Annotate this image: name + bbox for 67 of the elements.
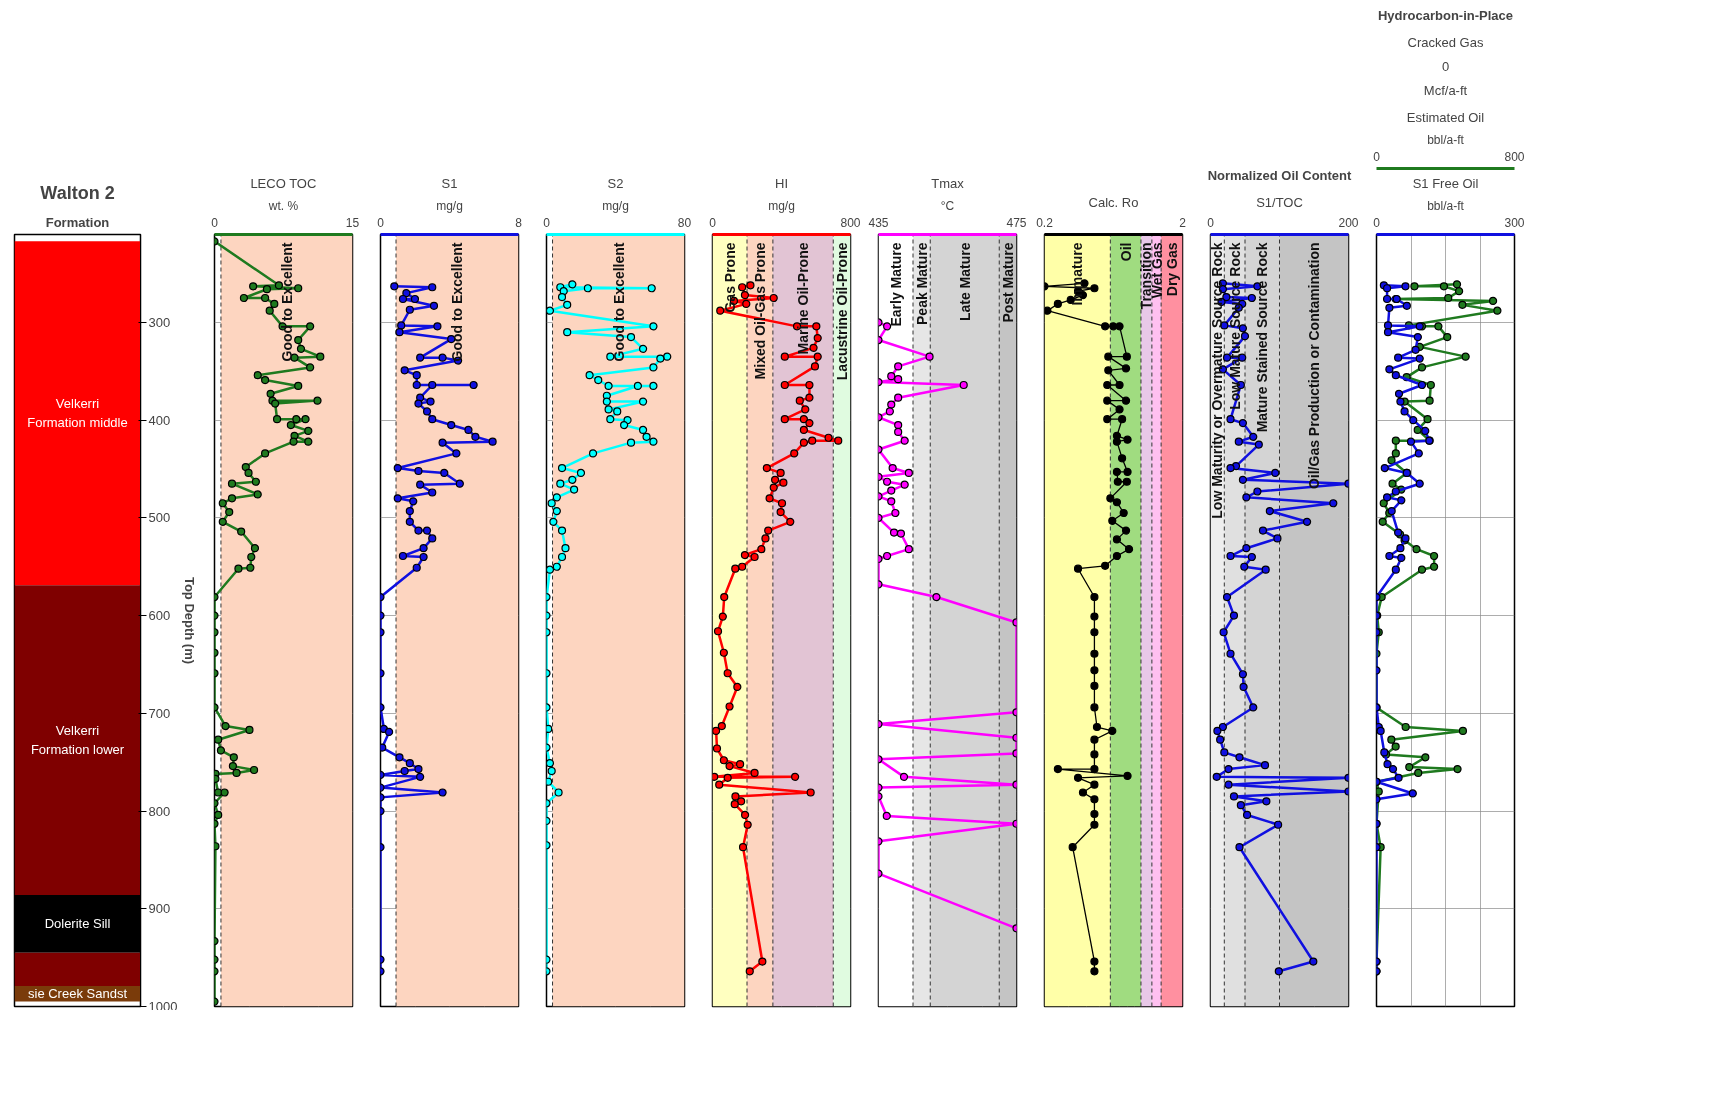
y-tick-label: 400 [148, 412, 171, 428]
x-axis-title: S1 [441, 175, 458, 191]
y-tick-label: 700 [148, 705, 171, 721]
x-axis-title: HI [775, 175, 788, 191]
series-label: sie Creek Sandst [28, 986, 128, 1002]
y-tick-label: 800 [148, 803, 171, 819]
band-label: Oil [1117, 242, 1134, 262]
chart-title: Hydrocarbon-in-Place [1377, 7, 1514, 23]
band-label: Gas Prone [721, 242, 738, 313]
band-label: Good to Excellent [449, 242, 466, 362]
x2-tick-label: 0 [1373, 149, 1381, 164]
series-label: Velkerri Formation middle [27, 396, 128, 431]
y-tick-label: 900 [148, 901, 171, 917]
text: wt. % [267, 198, 299, 213]
band-label: Peak Mature [913, 242, 930, 325]
x2-axis-title: Estimated Oil [1406, 109, 1485, 125]
text: bbl/a-ft [1427, 198, 1465, 213]
x-axis-title: S1/TOC [1256, 194, 1303, 210]
text: 0 [1441, 58, 1450, 74]
x-tick-label: 2 [1179, 215, 1187, 230]
x-tick-label: 80 [677, 215, 692, 230]
x-tick-label: 435 [868, 215, 889, 230]
text: °C [940, 198, 955, 213]
text: mg/g [436, 198, 463, 213]
band-label: Post Mature [999, 242, 1016, 323]
band-label: Mixed Oil-Gas Prone [751, 242, 768, 380]
x-tick-label: 0 [543, 215, 551, 230]
text: mg/g [768, 198, 795, 213]
series-label: Velkerri Formation lower [30, 723, 125, 758]
y-axis-title: Top Depth (m) [182, 576, 198, 665]
y-tick-label: 1000 [148, 998, 178, 1014]
x-tick-label: 0 [211, 215, 219, 230]
text: Mcf/a-ft [1423, 82, 1468, 98]
x-axis-title: LECO TOC [250, 175, 317, 191]
x-tick-label: 475 [1006, 215, 1027, 230]
band-label: Marine Oil-Prone [795, 242, 812, 355]
x-axis-title: Tmax [931, 175, 965, 191]
band-label: Good to Excellent [278, 242, 295, 362]
x2-tick-label: 800 [1504, 149, 1525, 164]
x-tick-label: 300 [1504, 215, 1525, 230]
x-tick-label: 800 [840, 215, 861, 230]
band-label: Early Mature [887, 242, 904, 327]
band-label: Lacustrine Oil-Prone [833, 242, 850, 381]
band-label: Dry Gas [1163, 242, 1180, 297]
x-tick-label: 15 [345, 215, 360, 230]
text: Cracked Gas [1407, 34, 1484, 50]
x-tick-label: 0 [709, 215, 717, 230]
x-tick-label: 0.2 [1036, 215, 1054, 230]
text: mg/g [602, 198, 629, 213]
y-tick-label: 600 [148, 608, 171, 624]
y-tick-label: 300 [148, 314, 171, 330]
chart-title: Normalized Oil Content [1207, 167, 1353, 183]
series-label: Dolerite Sill [44, 916, 111, 932]
x-tick-label: 200 [1338, 215, 1359, 230]
x-tick-label: 0 [1207, 215, 1215, 230]
band-label: Good to Excellent [610, 242, 627, 362]
y-tick-label: 500 [148, 510, 171, 526]
text: bbl/a-ft [1427, 132, 1465, 147]
x-axis-title: Calc. Ro [1088, 194, 1139, 210]
chart-title: Walton 2 [40, 182, 115, 203]
x-axis-title: S1 Free Oil [1412, 175, 1479, 191]
x-tick-label: 0 [377, 215, 385, 230]
x-tick-label: 0 [1373, 215, 1381, 230]
chart-subtitle: Formation [45, 214, 110, 230]
x-tick-label: 8 [515, 215, 523, 230]
x-axis-title: S2 [607, 175, 624, 191]
band-label: Late Mature [956, 242, 973, 322]
